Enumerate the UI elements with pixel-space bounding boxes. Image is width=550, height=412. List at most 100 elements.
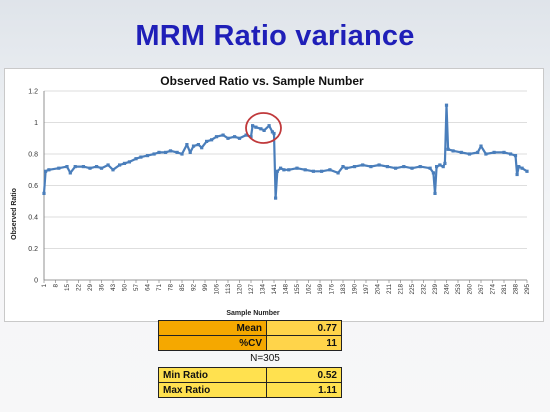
chart-area: 0 0.2 0.4 0.6 0.8 1 1.2 1 8 15 22 29 36 43 50 57 64 71 78… [4, 68, 544, 322]
data-point [99, 166, 104, 170]
data-point [95, 165, 99, 169]
data-point [513, 154, 518, 158]
x-tick-label: 64 [145, 284, 152, 292]
data-point [515, 172, 519, 177]
data-point [214, 135, 219, 139]
data-point [185, 143, 189, 147]
data-point [394, 166, 398, 170]
x-tick-label: 260 [467, 284, 474, 295]
data-point [385, 165, 389, 169]
data-point [233, 135, 237, 139]
data-point [459, 150, 463, 154]
data-point [344, 166, 348, 170]
data-point [270, 130, 274, 134]
data-point [42, 191, 46, 195]
data-point [88, 166, 92, 170]
data-point [311, 169, 315, 173]
data-point [180, 152, 184, 156]
data-point [517, 165, 521, 169]
data-point [433, 191, 437, 195]
data-point [441, 165, 445, 169]
max-ratio-value: 1.11 [266, 382, 342, 398]
data-point [259, 127, 263, 131]
data-point [303, 168, 307, 172]
x-tick-label: 239 [432, 284, 439, 295]
observed-ratio-chart: 0 0.2 0.4 0.6 0.8 1 1.2 1 8 15 22 29 36 43 50 57 64 71 78… [11, 74, 531, 317]
table-row: %CV 11 [158, 335, 342, 351]
x-tick-label: 225 [409, 284, 416, 295]
data-point [81, 165, 85, 169]
data-point [502, 150, 506, 154]
data-point [328, 168, 332, 172]
x-tick-label: 29 [87, 284, 94, 292]
slide-title: MRM Ratio variance [135, 20, 415, 52]
data-point [279, 166, 283, 170]
data-point [226, 136, 230, 140]
data-point [509, 152, 513, 156]
y-tick-label: 0.2 [28, 246, 38, 253]
x-tick-label: 183 [340, 284, 347, 295]
x-tick-label: 85 [179, 284, 186, 292]
data-point [352, 165, 357, 169]
y-axis-label: Observed Ratio [11, 188, 18, 240]
data-point [65, 165, 69, 169]
data-point [254, 125, 258, 129]
data-point [272, 131, 276, 136]
y-tick-label: 1 [34, 120, 38, 127]
data-point [200, 146, 204, 150]
data-point [168, 149, 173, 153]
x-tick-label: 197 [363, 284, 370, 295]
x-tick-label: 106 [214, 284, 221, 295]
x-tick-label: 99 [202, 284, 209, 292]
data-point [410, 166, 414, 170]
x-tick-label: 246 [444, 284, 451, 295]
data-point [476, 150, 480, 154]
data-point [320, 169, 324, 173]
data-point [274, 196, 278, 200]
x-tick-label: 232 [421, 284, 428, 295]
y-tick-label: 0.4 [28, 214, 38, 221]
table-row: Max Ratio 1.11 [158, 382, 342, 398]
x-tick-label: 274 [490, 284, 497, 295]
cv-value: 11 [266, 335, 342, 351]
data-point [145, 154, 150, 158]
data-point [191, 144, 196, 148]
data-point [249, 135, 253, 139]
x-tick-label: 134 [260, 284, 267, 295]
chart-title: Observed Ratio vs. Sample Number [160, 74, 364, 88]
sample-count-label: N=305 [250, 353, 280, 364]
data-point [164, 150, 168, 154]
x-tick-label: 155 [294, 284, 301, 295]
data-point [295, 166, 299, 170]
x-tick-label: 113 [225, 284, 232, 295]
data-point [122, 161, 127, 165]
x-tick-labels: 1 8 15 22 29 36 43 50 57 64 71 78 85 92 99 106 113 120 127… [41, 284, 531, 295]
data-point [188, 150, 192, 154]
max-ratio-label: Max Ratio [158, 382, 267, 398]
data-point [520, 166, 524, 170]
x-tick-label: 22 [76, 284, 83, 292]
x-tick-label: 204 [375, 284, 382, 295]
x-tick-label: 36 [99, 284, 106, 292]
data-point [341, 165, 345, 169]
series-observed-ratio [42, 103, 529, 200]
x-tick-label: 218 [398, 284, 405, 295]
data-point [492, 150, 496, 154]
data-point [446, 147, 450, 151]
x-tick-label: 211 [386, 284, 393, 295]
cv-label: %CV [158, 335, 267, 351]
data-point [525, 169, 529, 173]
data-point [44, 169, 48, 173]
x-tick-label: 92 [191, 284, 198, 292]
y-tick-label: 1.2 [28, 88, 38, 95]
x-tick-label: 148 [283, 284, 290, 295]
x-tick-label: 50 [122, 284, 129, 292]
data-point [451, 149, 455, 153]
data-point [444, 103, 449, 107]
min-ratio-value: 0.52 [266, 367, 342, 383]
mean-value: 0.77 [266, 320, 342, 336]
mean-label: Mean [158, 320, 267, 336]
table-row: Min Ratio 0.52 [158, 367, 342, 383]
data-point [106, 163, 110, 167]
stats-summary-table: Mean 0.77 %CV 11 [158, 320, 342, 351]
